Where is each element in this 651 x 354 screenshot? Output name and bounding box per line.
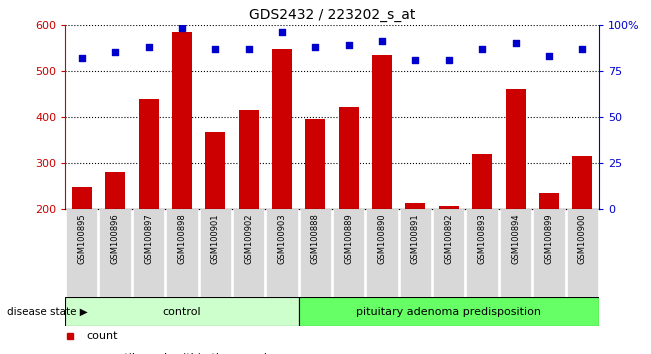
FancyBboxPatch shape [467, 209, 498, 297]
Text: GSM100899: GSM100899 [544, 213, 553, 264]
Text: GSM100901: GSM100901 [211, 213, 220, 264]
Point [377, 39, 387, 44]
FancyBboxPatch shape [133, 209, 164, 297]
Text: GSM100888: GSM100888 [311, 213, 320, 264]
Text: GSM100891: GSM100891 [411, 213, 420, 264]
Text: GSM100894: GSM100894 [511, 213, 520, 264]
Bar [572, 156, 592, 209]
Point [110, 50, 120, 55]
Point [477, 46, 488, 52]
Bar [105, 172, 125, 209]
FancyBboxPatch shape [233, 209, 264, 297]
Text: GSM100897: GSM100897 [144, 213, 153, 264]
FancyBboxPatch shape [299, 209, 331, 297]
Text: GSM100903: GSM100903 [277, 213, 286, 264]
Bar [372, 55, 392, 209]
Text: GSM100889: GSM100889 [344, 213, 353, 264]
Text: disease state ▶: disease state ▶ [7, 307, 87, 316]
Point [277, 29, 287, 35]
Text: GSM100890: GSM100890 [378, 213, 387, 264]
Text: GSM100900: GSM100900 [577, 213, 587, 264]
Point [410, 57, 421, 63]
FancyBboxPatch shape [433, 209, 464, 297]
Point [443, 57, 454, 63]
Bar [205, 132, 225, 209]
FancyBboxPatch shape [299, 297, 599, 326]
FancyBboxPatch shape [166, 209, 197, 297]
Text: GSM100895: GSM100895 [77, 213, 87, 264]
FancyBboxPatch shape [333, 209, 365, 297]
Text: control: control [163, 307, 201, 316]
Bar [239, 110, 258, 209]
Text: GSM100896: GSM100896 [111, 213, 120, 264]
Bar [305, 119, 326, 209]
Bar [172, 32, 192, 209]
Text: percentile rank within the sample: percentile rank within the sample [87, 353, 274, 354]
FancyBboxPatch shape [533, 209, 564, 297]
FancyBboxPatch shape [65, 297, 299, 326]
Bar [139, 99, 159, 209]
Point [310, 44, 320, 50]
FancyBboxPatch shape [100, 209, 131, 297]
Point [143, 44, 154, 50]
Bar [339, 107, 359, 209]
Text: GSM100902: GSM100902 [244, 213, 253, 264]
Bar [72, 187, 92, 209]
Text: pituitary adenoma predisposition: pituitary adenoma predisposition [356, 307, 541, 316]
FancyBboxPatch shape [200, 209, 231, 297]
Point [210, 46, 221, 52]
Bar [472, 154, 492, 209]
Text: GSM100898: GSM100898 [177, 213, 186, 264]
FancyBboxPatch shape [266, 209, 298, 297]
Bar [506, 89, 525, 209]
Point [176, 25, 187, 31]
Bar [272, 49, 292, 209]
Point [77, 55, 87, 61]
Point [344, 42, 354, 48]
Point [577, 46, 587, 52]
Text: count: count [87, 331, 118, 341]
Title: GDS2432 / 223202_s_at: GDS2432 / 223202_s_at [249, 8, 415, 22]
Point [544, 53, 554, 59]
Point [510, 40, 521, 46]
Bar [406, 203, 426, 209]
Text: GSM100893: GSM100893 [478, 213, 487, 264]
FancyBboxPatch shape [500, 209, 531, 297]
FancyBboxPatch shape [66, 209, 98, 297]
Text: GSM100892: GSM100892 [444, 213, 453, 264]
Bar [439, 206, 459, 209]
Bar [539, 193, 559, 209]
Point [243, 46, 254, 52]
FancyBboxPatch shape [566, 209, 598, 297]
FancyBboxPatch shape [367, 209, 398, 297]
FancyBboxPatch shape [400, 209, 431, 297]
